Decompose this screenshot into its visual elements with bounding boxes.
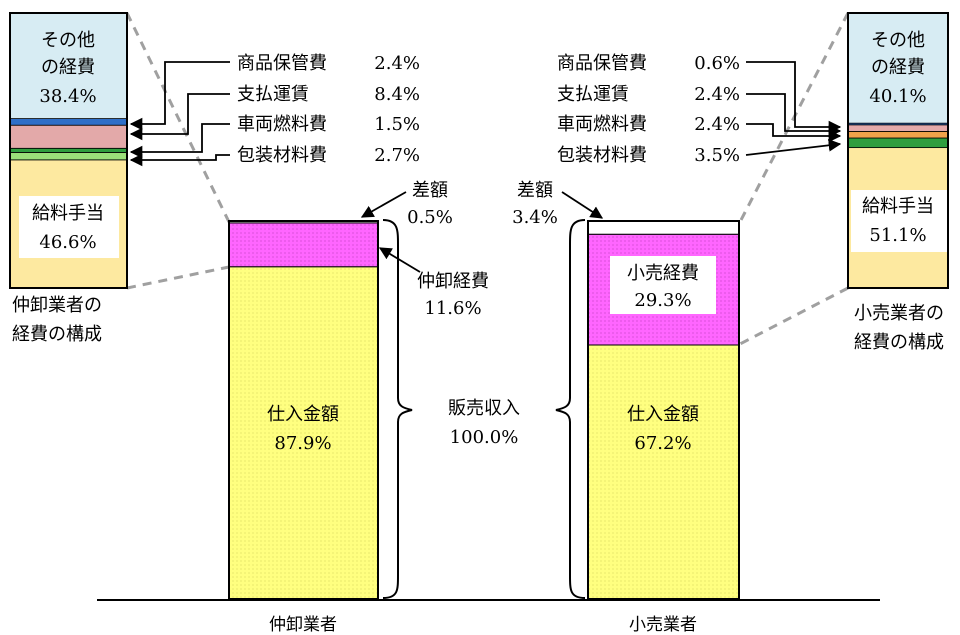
retail-margin-label: 差額	[517, 180, 553, 201]
wholesale-purchase-label: 仕入金額	[267, 404, 339, 425]
retail-freight-value: 2.4%	[694, 84, 740, 105]
retail-expense-value: 29.3%	[634, 290, 691, 311]
wholesale-other-label-1: その他	[41, 30, 95, 51]
center-label-value: 100.0%	[450, 427, 519, 448]
retail-storage-value: 0.6%	[694, 53, 740, 74]
wholesale-salary-value: 46.6%	[39, 232, 96, 253]
retail-breakdown-title-1: 小売業者の	[854, 303, 944, 324]
wholesale-category-label: 仲卸業者	[269, 615, 337, 635]
wholesale-other-value: 38.4%	[39, 86, 96, 107]
wholesale-freight-value: 8.4%	[374, 84, 420, 105]
retail-expense-label-bg	[610, 256, 716, 314]
retail-callouts: 商品保管費 0.6% 支払運賃 2.4% 車両燃料費 2.4% 包装材料費 3.…	[557, 53, 740, 166]
breakdown-bars	[9, 12, 949, 289]
connector-retail-bottom	[739, 286, 849, 346]
retail-fuel-value: 2.4%	[694, 114, 740, 135]
wholesale-bar-expense	[228, 222, 379, 268]
wholesale-margin-arrow	[360, 191, 407, 218]
retail-salary-label: 給料手当	[862, 196, 934, 217]
retail-purchase-label: 仕入金額	[627, 404, 699, 425]
retail-salary-value: 51.1%	[869, 225, 926, 246]
retail-other-value: 40.1%	[869, 86, 926, 107]
retail-margin-value: 3.4%	[512, 207, 558, 228]
retail-fuel-name: 車両燃料費	[557, 114, 647, 135]
wholesale-expense-arrow	[378, 247, 421, 273]
retail-salary-label-bg	[851, 190, 947, 252]
wholesale-expense-value: 11.6%	[424, 298, 481, 319]
retail-category-label: 小売業者	[629, 615, 697, 635]
wholesale-breakdown-title-1: 仲卸業者の	[12, 295, 102, 316]
wholesale-expense-label: 仲卸経費	[417, 271, 489, 292]
connector-wholesale-bottom	[126, 265, 230, 290]
wholesale-breakdown-segment-商品保管費	[9, 118, 128, 126]
wholesale-breakdown-outline	[9, 12, 128, 289]
wholesale-margin-label: 差額	[412, 180, 448, 201]
retail-breakdown-segment-包装材料費	[847, 137, 949, 149]
wholesale-margin-value: 0.5%	[407, 207, 453, 228]
retail-other-label-1: その他	[871, 30, 925, 51]
wholesale-packaging-name: 包装材料費	[237, 145, 327, 166]
wholesale-purchase-value: 87.9%	[274, 433, 331, 454]
wholesale-callout-arrows	[129, 61, 230, 167]
wholesale-salary-label: 給料手当	[32, 203, 104, 224]
wholesale-breakdown-segment-その他の経費	[9, 12, 128, 119]
retail-bar-outline	[587, 220, 740, 600]
retail-breakdown-segment-車両燃料費	[847, 131, 949, 139]
wholesale-other-label-2: の経費	[41, 57, 95, 78]
wholesale-bar-purchase	[228, 266, 379, 600]
retail-freight-name: 支払運賃	[557, 84, 629, 105]
retail-other-label-2: の経費	[871, 57, 925, 78]
wholesale-breakdown-segment-支払運賃	[9, 124, 128, 149]
retail-storage-name: 商品保管費	[557, 53, 647, 74]
wholesale-callouts: 商品保管費 2.4% 支払運賃 8.4% 車両燃料費 1.5% 包装材料費 2.…	[237, 53, 420, 166]
main-bars	[228, 220, 740, 600]
retail-breakdown-segment-支払運賃	[847, 124, 949, 132]
retail-bar-margin	[587, 220, 740, 235]
retail-callout-arrows	[745, 61, 842, 156]
retail-purchase-value: 67.2%	[634, 433, 691, 454]
retail-breakdown-segment-その他の経費	[847, 12, 949, 124]
connector-wholesale-top	[125, 12, 231, 223]
wholesale-storage-name: 商品保管費	[237, 53, 327, 74]
wholesale-breakdown-segment-車両燃料費	[9, 147, 128, 153]
retail-breakdown-title-2: 経費の構成	[854, 332, 944, 353]
wholesale-packaging-value: 2.7%	[374, 145, 420, 166]
wholesale-fuel-value: 1.5%	[374, 114, 420, 135]
connector-lines	[125, 12, 850, 346]
retail-packaging-value: 3.5%	[694, 145, 740, 166]
retail-expense-label: 小売経費	[627, 263, 699, 284]
wholesale-storage-value: 2.4%	[374, 53, 420, 74]
wholesale-salary-label-bg	[19, 196, 119, 258]
wholesale-bar-outline	[228, 220, 379, 600]
wholesale-freight-name: 支払運賃	[237, 84, 309, 105]
wholesale-breakdown-title-2: 経費の構成	[12, 324, 102, 345]
retail-margin-arrow	[561, 191, 604, 219]
wholesale-fuel-name: 車両燃料費	[237, 114, 327, 135]
retail-bar-purchase	[587, 344, 740, 600]
retail-packaging-name: 包装材料費	[557, 145, 647, 166]
connector-retail-top	[738, 12, 850, 223]
retail-breakdown-outline	[847, 12, 949, 289]
center-label-name: 販売収入	[448, 398, 520, 419]
brace-retail	[555, 219, 586, 599]
brace-wholesale	[382, 219, 413, 599]
wholesale-breakdown-segment-包装材料費	[9, 152, 128, 161]
